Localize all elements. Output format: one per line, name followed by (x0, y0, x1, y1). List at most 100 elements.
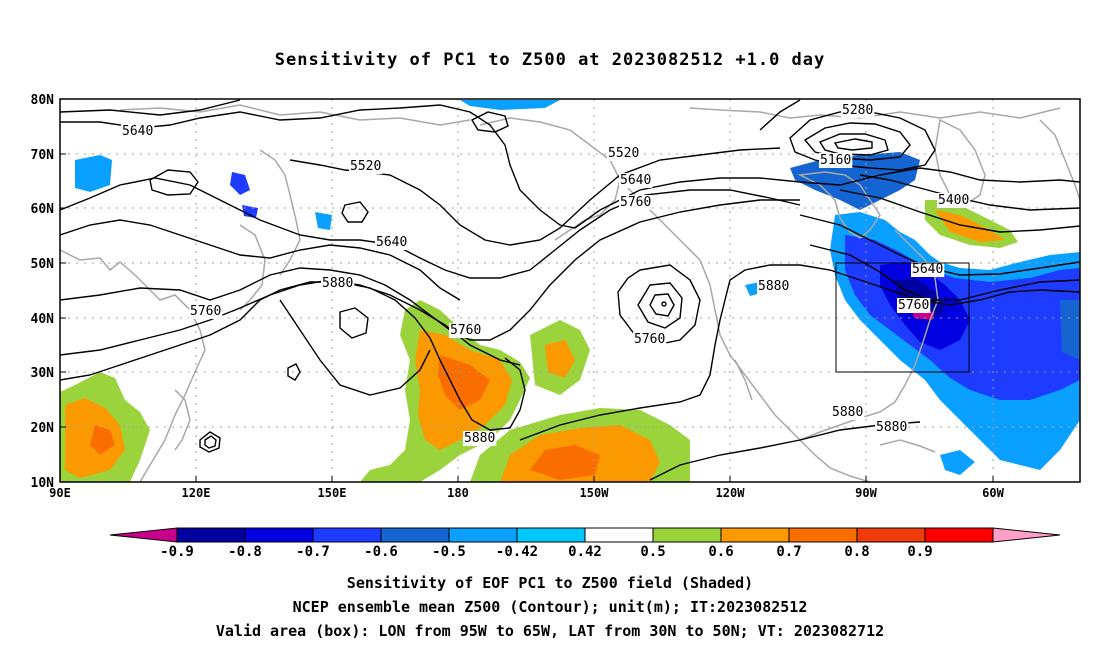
colorbar-label: 0.7 (776, 544, 801, 560)
coast-alaska (479, 117, 621, 241)
colorbar-box (584, 527, 654, 543)
contour-label-bg (189, 304, 223, 319)
contour-label: 5640 (122, 124, 153, 139)
axis-ticks (59, 98, 994, 483)
contour-label: 5520 (350, 159, 381, 174)
contour-5640 (60, 177, 801, 279)
lon-label: 150E (318, 486, 347, 500)
contour-small-loop-4 (339, 307, 369, 339)
colorbar-label: -0.7 (296, 544, 330, 560)
colorbar-label: 0.8 (844, 544, 869, 560)
contour-label: 5640 (912, 262, 943, 277)
coast-arctic-russia (119, 104, 471, 126)
colorbar-box (312, 527, 382, 543)
contour-label-bg (633, 332, 667, 347)
coast-gulf-of-mexico (799, 401, 896, 441)
positive-core-west-pacific-2 (90, 425, 115, 455)
coast-europe-edge (1039, 119, 1080, 201)
colorbar-box (720, 527, 790, 543)
plot-frame (59, 98, 1081, 483)
colorbar-label: 0.5 (640, 544, 665, 560)
colorbar-min-arrow (109, 527, 178, 543)
contour-small-loop-1 (149, 169, 199, 196)
contour-cutoff-low-inner (637, 282, 683, 329)
positive-core-labrador (935, 210, 1005, 242)
contour-label: 5640 (620, 173, 651, 188)
contour-label-bg (875, 420, 909, 435)
contour-hudson-low-4 (833, 138, 873, 151)
colorbar-label: -0.6 (364, 544, 398, 560)
colorbar-box (176, 527, 246, 543)
contour-label-bg (911, 262, 945, 277)
contour-cutoff-dot (661, 301, 667, 307)
contour-label-bg (897, 298, 931, 313)
contour-5520-east (839, 189, 1080, 233)
contour-label-bg (607, 146, 641, 161)
contour-label: 5400 (938, 193, 969, 208)
contour-label: 5880 (832, 405, 863, 420)
contour-label-bg (757, 279, 791, 294)
coast-central-america (799, 439, 871, 482)
negative-region-north-pacific-2 (230, 172, 250, 195)
coast-cuba (879, 439, 936, 453)
coast-asia-east (60, 249, 206, 482)
lon-label: 120W (716, 486, 746, 500)
contour-5280 (759, 99, 801, 131)
lat-label: 50N (31, 257, 55, 272)
colorbar-label: -0.42 (496, 544, 538, 560)
contour-label: 5760 (620, 195, 651, 210)
lon-label: 90W (855, 486, 877, 500)
colorbar-labels: -0.9 -0.8 -0.7 -0.6 -0.5 -0.42 0.42 0.5 … (160, 544, 933, 560)
contour-label-bg (937, 193, 971, 208)
coast-baja (734, 359, 753, 401)
lat-label: 20N (31, 421, 55, 436)
contour-typhoon-1 (199, 431, 221, 453)
longitude-labels: 90E 120E 150E 180 150W 120W 90W 60W (49, 486, 1004, 500)
lat-label: 60N (31, 202, 55, 217)
coast-north-america-west (619, 179, 801, 441)
lon-label: 180 (447, 486, 469, 500)
contour-label-bg (121, 124, 155, 139)
contour-5640-2 (60, 219, 461, 301)
contour-5880-4 (649, 421, 921, 481)
contour-5520-north (60, 99, 241, 116)
colorbar-box (856, 527, 926, 543)
coast-us-east (894, 229, 939, 403)
colorbar-label: -0.8 (228, 544, 262, 560)
contour-label: 5760 (450, 323, 481, 338)
contour-label: 5760 (898, 298, 929, 313)
positive-core-central-pacific-north (545, 340, 575, 378)
negative-region-north-pacific-1 (75, 155, 112, 192)
caption-line-3: Valid area (box): LON from 95W to 65W, L… (215, 622, 885, 640)
colorbar-label: 0.9 (907, 544, 932, 560)
contour-5880-2 (279, 299, 431, 396)
coast-japan (239, 224, 266, 311)
positive-core-dateline-2 (438, 355, 490, 410)
lat-label: 70N (31, 148, 55, 163)
negative-region-atlantic-2 (1020, 415, 1045, 450)
colorbar-boxes (109, 527, 1061, 543)
colorbar: -0.9 -0.8 -0.7 -0.6 -0.5 -0.42 0.42 0.5 … (109, 527, 1061, 560)
colorbar-box (448, 527, 518, 543)
negative-region-north-pacific-4 (315, 212, 332, 230)
contour-label-bg (375, 235, 409, 250)
colorbar-box (380, 527, 450, 543)
lon-label: 60W (982, 486, 1004, 500)
contour-label: 5880 (464, 431, 495, 446)
negative-region-north-pacific-5 (460, 100, 560, 110)
contour-label-bg (449, 323, 483, 338)
colorbar-box (516, 527, 586, 543)
contour-5880 (60, 281, 526, 431)
positive-core-central-pacific-2 (530, 445, 600, 480)
colorbar-max-arrow (992, 527, 1061, 543)
coast-philippines (174, 389, 191, 451)
caption-line-2: NCEP ensemble mean Z500 (Contour); unit(… (292, 598, 808, 616)
contour-label: 5760 (634, 332, 665, 347)
contour-label-bg (819, 153, 853, 168)
contour-hudson-low-3 (818, 133, 889, 156)
contour-label: 5280 (842, 103, 873, 118)
lon-label: 90E (49, 486, 71, 500)
contour-labels: 5640 5520 5640 5880 5760 5760 5880 5520 … (121, 103, 971, 446)
contour-label-bg (349, 159, 383, 174)
